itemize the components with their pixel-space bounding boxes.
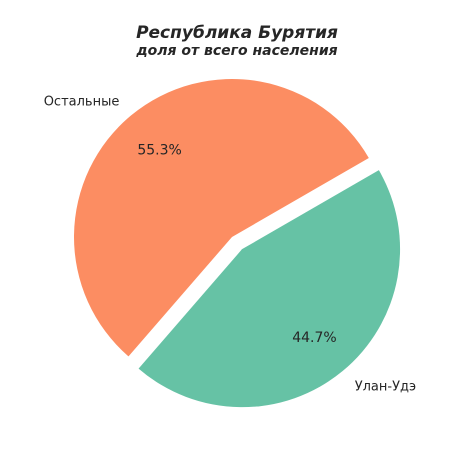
pie-category-label-0: Улан-Удэ [355, 380, 416, 395]
pie-pct-label-0: 44.7% [292, 330, 336, 346]
pie-labels: 44.7% Улан-Удэ 55.3% Остальные [44, 95, 416, 395]
pie-slice-0 [138, 170, 401, 408]
chart-subtitle: доля от всего населения [135, 43, 337, 59]
pie-slice-1 [74, 79, 369, 357]
pie-category-label-1: Остальные [44, 95, 120, 110]
pie-pct-label-1: 55.3% [137, 142, 181, 158]
pie-slices [74, 79, 401, 408]
chart-title: Республика Бурятия [136, 23, 338, 43]
